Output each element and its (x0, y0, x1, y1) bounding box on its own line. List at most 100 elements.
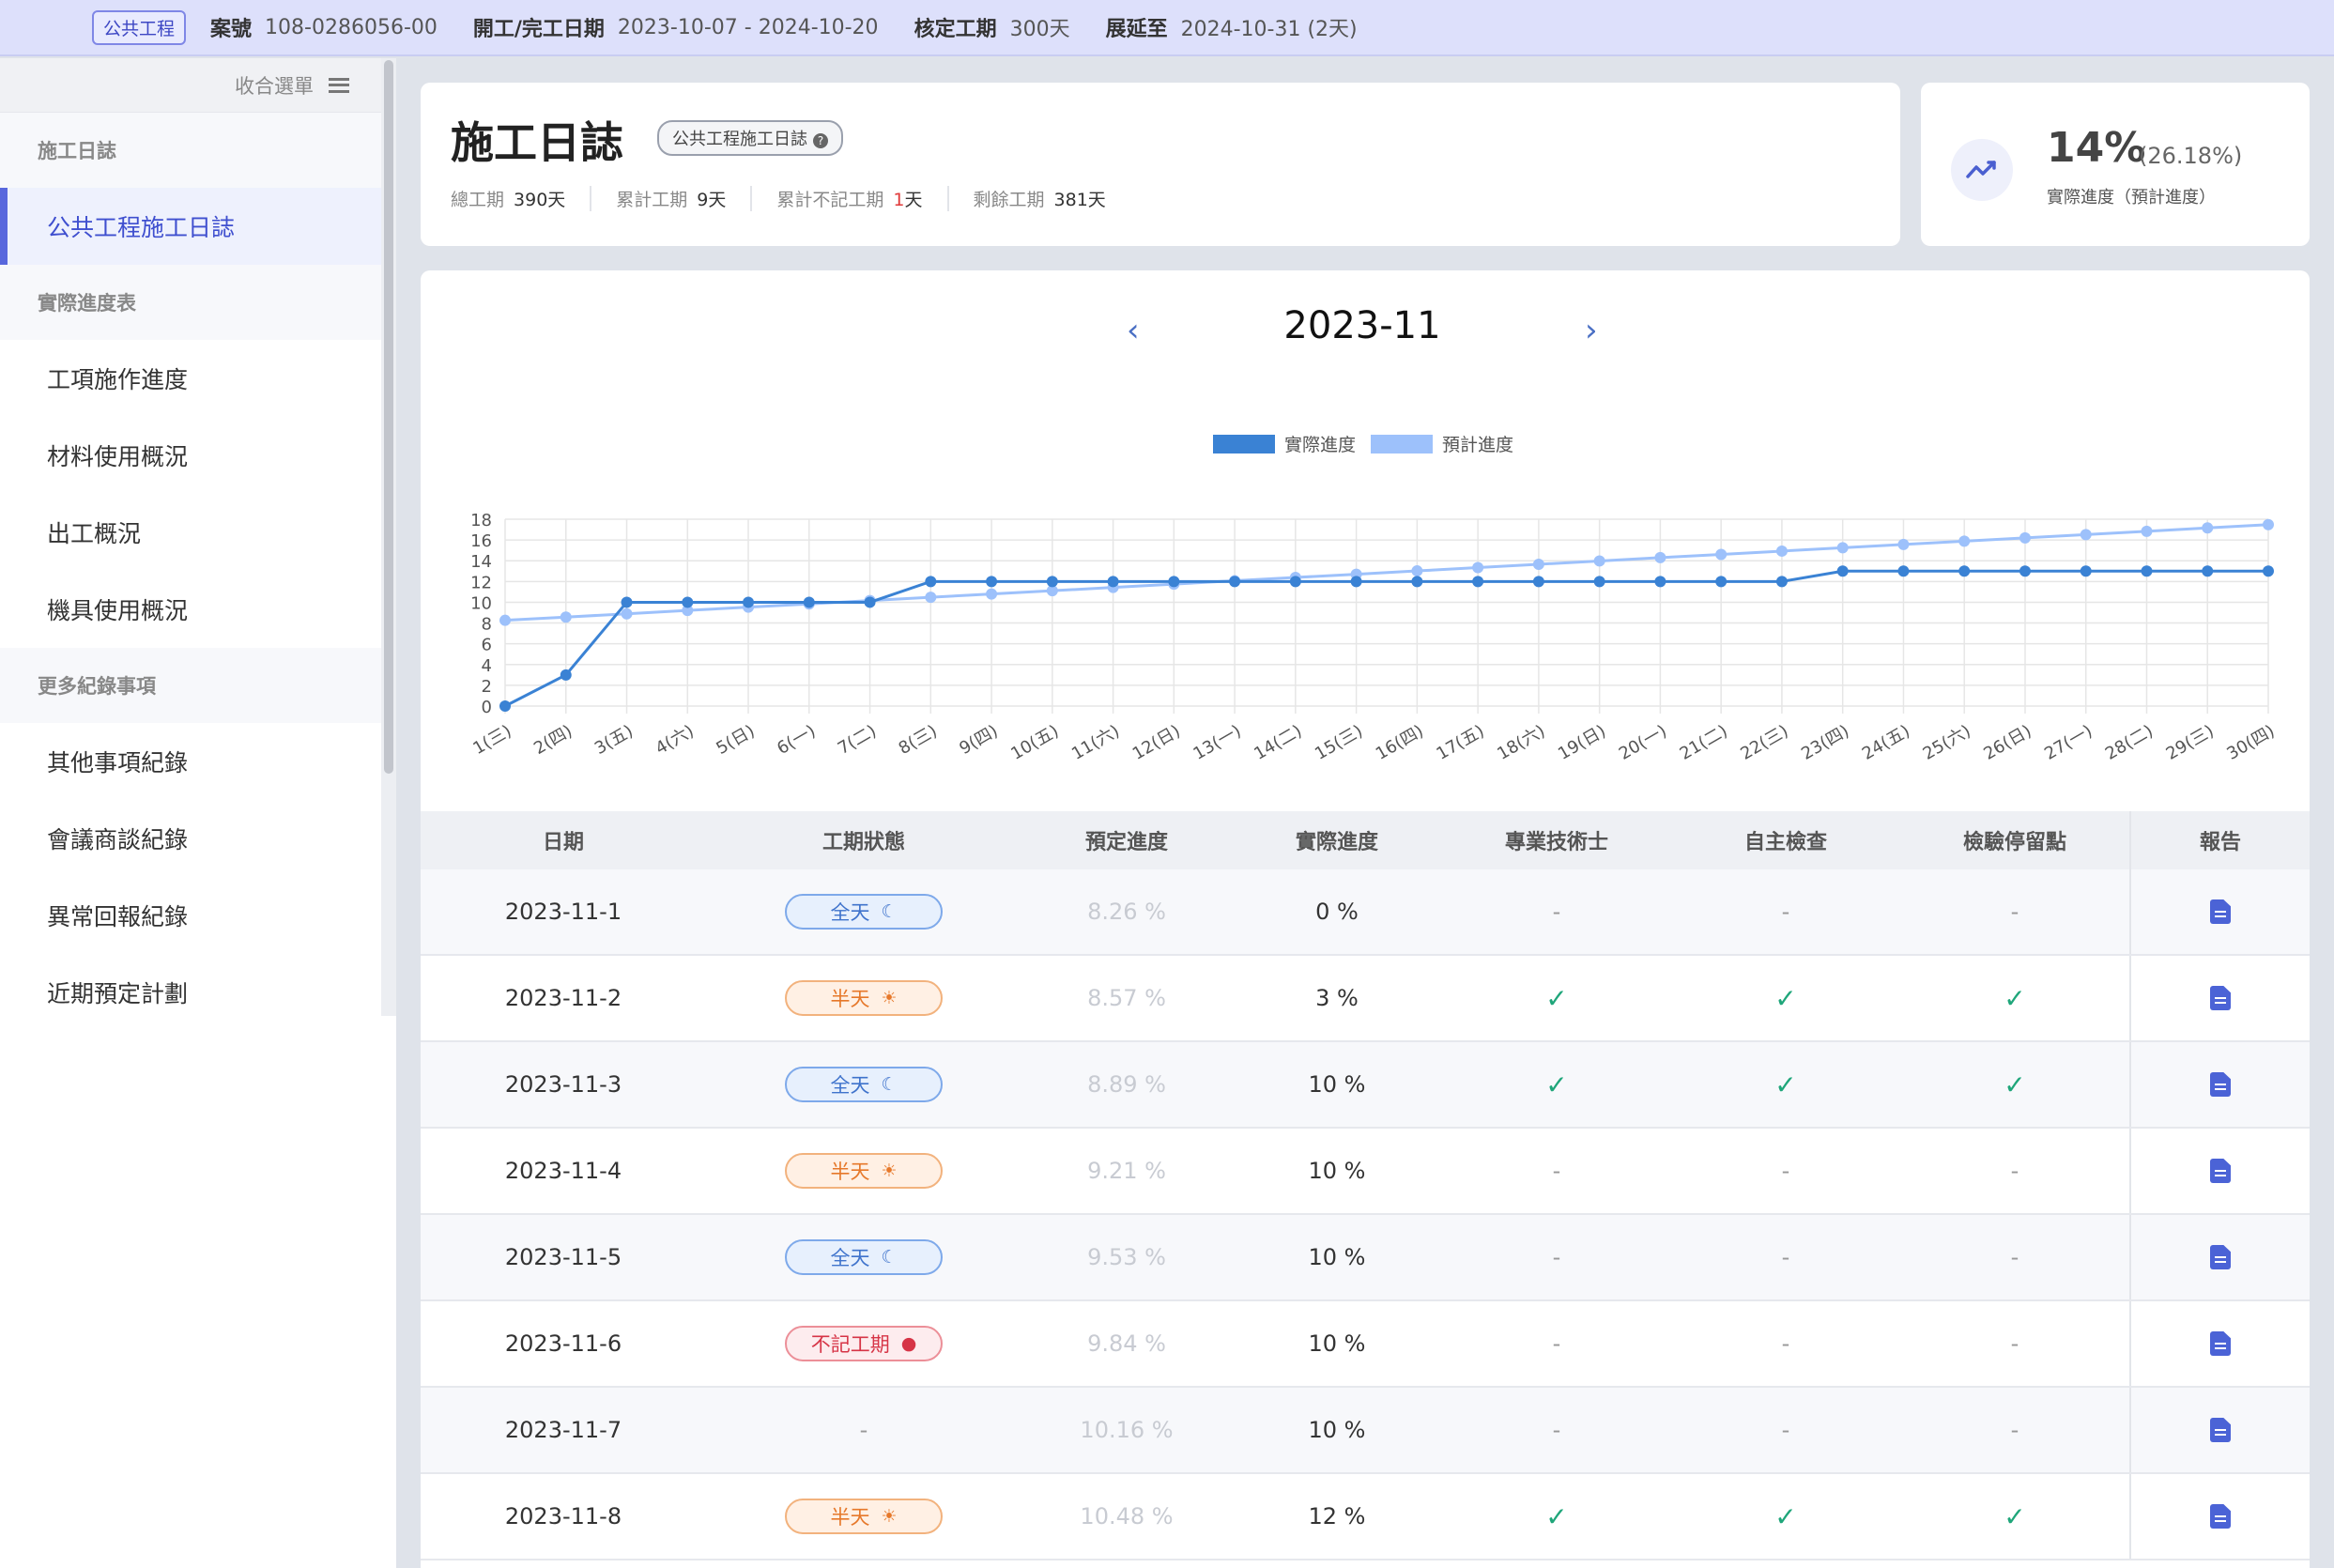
table-row[interactable]: 2023-11-7 - 10.16 % 10 % - - - (421, 1388, 2310, 1474)
sidebar-item-labor[interactable]: 出工概況 (0, 494, 381, 571)
table-row[interactable]: 2023-11-8 半天 ☀ 10.48 % 12 % ✓ ✓ ✓ (421, 1474, 2310, 1560)
header-hold-point[interactable]: 檢驗停留點 (1962, 831, 2066, 854)
cell-report (2129, 956, 2310, 1040)
cell-date: 2023-11-4 (504, 1158, 622, 1184)
cell-actual: 0 % (1315, 899, 1359, 925)
report-document-icon[interactable] (2210, 986, 2231, 1010)
x-tick-label: 5(日) (713, 721, 758, 759)
data-point (621, 607, 633, 620)
report-document-icon[interactable] (2210, 1159, 2231, 1183)
cell-planned: 9.53 % (1087, 1244, 1166, 1270)
sidebar-scrollbar[interactable] (381, 58, 396, 1016)
status-label: 半天 (830, 1506, 870, 1529)
sidebar-item-public-works-log[interactable]: 公共工程施工日誌 (0, 188, 381, 265)
collapse-menu-button[interactable]: 收合選單 (0, 58, 381, 113)
report-document-icon[interactable] (2210, 1245, 2231, 1269)
cell-actual: 10 % (1308, 1244, 1366, 1270)
prev-month-button[interactable]: ‹ (1127, 312, 1140, 349)
header-technician[interactable]: 專業技術士 (1504, 831, 1608, 854)
report-document-icon[interactable] (2210, 1072, 2231, 1097)
status-badge[interactable]: 全天 ☾ (785, 894, 943, 930)
data-point (1593, 576, 1605, 588)
x-tick-label: 26(日) (1980, 721, 2035, 764)
check-icon: ✓ (2004, 982, 2026, 1014)
report-document-icon[interactable] (2210, 1418, 2231, 1442)
cell-technician: - (1442, 1215, 1671, 1299)
table-row[interactable]: 2023-11-4 半天 ☀ 9.21 % 10 % - - - (421, 1129, 2310, 1215)
sidebar-section-title: 更多紀錄事項 (0, 648, 381, 723)
x-tick-label: 17(五) (1434, 721, 1488, 764)
empty-mark: - (2010, 1158, 2019, 1184)
log-header-card: 施工日誌 公共工程施工日誌? 總工期 390天 累計工期 9天 累計不記工期 1天 剩… (421, 83, 1900, 246)
status-badge[interactable]: 半天 ☀ (785, 980, 943, 1016)
log-type-badge[interactable]: 公共工程施工日誌? (657, 120, 843, 156)
moon-icon: ☾ (881, 1074, 898, 1095)
next-month-button[interactable]: › (1585, 312, 1598, 349)
empty-mark: - (2010, 1330, 2019, 1357)
header-report[interactable]: 報告 (2129, 811, 2310, 869)
table-row[interactable]: 2023-11-1 全天 ☾ 8.26 % 0 % - - - (421, 869, 2310, 956)
cell-self-inspection: - (1671, 1215, 1900, 1299)
sidebar-item-anomaly-records[interactable]: 異常回報紀錄 (0, 877, 381, 954)
cell-self-inspection: - (1671, 1388, 1900, 1472)
header-planned[interactable]: 預定進度 (1084, 831, 1168, 854)
remaining-duration: 剩餘工期 381天 (946, 186, 1130, 211)
status-badge[interactable]: 半天 ☀ (785, 1499, 943, 1534)
approved-duration-value: 300天 (1009, 18, 1070, 41)
x-tick-label: 18(六) (1494, 721, 1548, 764)
sidebar-item-materials[interactable]: 材料使用概況 (0, 417, 381, 494)
x-tick-label: 29(三) (2163, 721, 2218, 764)
cell-technician: ✓ (1442, 956, 1671, 1040)
sun-icon: ☀ (881, 1506, 898, 1527)
sidebar-scroll-thumb[interactable] (384, 60, 393, 774)
sidebar-item-upcoming-plans[interactable]: 近期預定計劃 (0, 954, 381, 1031)
cell-actual: 10 % (1308, 1330, 1366, 1357)
cell-self-inspection: ✓ (1671, 1474, 1900, 1559)
status-label: 不記工期 (810, 1333, 890, 1356)
x-tick-label: 19(日) (1555, 721, 1609, 764)
report-document-icon[interactable] (2210, 1504, 2231, 1529)
cell-actual: 10 % (1308, 1071, 1366, 1098)
x-tick-label: 22(三) (1737, 721, 1791, 764)
x-tick-label: 2(四) (530, 721, 576, 759)
sidebar-item-meeting-records[interactable]: 會議商談紀錄 (0, 800, 381, 877)
header-actual[interactable]: 實際進度 (1295, 831, 1378, 854)
header-self-inspection[interactable]: 自主檢查 (1743, 831, 1827, 854)
header-date[interactable]: 日期 (542, 831, 584, 854)
status-badge[interactable]: 半天 ☀ (785, 1153, 943, 1189)
report-document-icon[interactable] (2210, 1331, 2231, 1356)
empty-mark: - (1781, 1158, 1790, 1184)
data-point (499, 700, 511, 712)
report-document-icon[interactable] (2210, 899, 2231, 924)
sidebar-item-equipment[interactable]: 機具使用概況 (0, 571, 381, 648)
cell-status: - (706, 1388, 1021, 1472)
x-tick-label: 27(一) (2041, 721, 2096, 764)
table-row[interactable]: 2023-11-3 全天 ☾ 8.89 % 10 % ✓ ✓ ✓ (421, 1042, 2310, 1129)
approved-duration-label: 核定工期 (914, 18, 997, 41)
data-point (1654, 576, 1666, 588)
sun-icon: ☀ (881, 1161, 898, 1181)
table-row[interactable]: 2023-11-2 半天 ☀ 8.57 % 3 % ✓ ✓ ✓ (421, 956, 2310, 1042)
cell-planned: 9.21 % (1087, 1158, 1166, 1184)
data-point (621, 596, 633, 608)
cell-date: 2023-11-1 (504, 899, 622, 925)
table-row[interactable]: 2023-11-5 全天 ☾ 9.53 % 10 % - - - (421, 1215, 2310, 1301)
data-point (1836, 565, 1849, 577)
sidebar-section-title: 施工日誌 (0, 113, 381, 188)
sidebar-item-work-progress[interactable]: 工項施作進度 (0, 340, 381, 417)
header-status[interactable]: 工期狀態 (822, 831, 905, 854)
sidebar-item-other-records[interactable]: 其他事項紀錄 (0, 723, 381, 800)
status-badge[interactable]: 全天 ☾ (785, 1239, 943, 1275)
moon-icon: ☾ (881, 1247, 898, 1268)
empty-mark: - (1781, 1244, 1790, 1270)
daily-log-table: 日期 工期狀態 預定進度 實際進度 專業技術士 自主檢查 檢驗停留點 報告 20… (421, 811, 2310, 1560)
data-point (2202, 565, 2214, 577)
project-type-tag: 公共工程 (92, 9, 187, 45)
data-point (743, 596, 755, 608)
table-body: 2023-11-1 全天 ☾ 8.26 % 0 % - - - 2023-11-2… (421, 869, 2310, 1560)
status-badge[interactable]: 不記工期 ● (785, 1326, 943, 1361)
status-badge[interactable]: 全天 ☾ (785, 1067, 943, 1102)
table-row[interactable]: 2023-11-6 不記工期 ● 9.84 % 10 % - - - (421, 1301, 2310, 1388)
data-point (1472, 576, 1484, 588)
cell-report (2129, 1474, 2310, 1559)
